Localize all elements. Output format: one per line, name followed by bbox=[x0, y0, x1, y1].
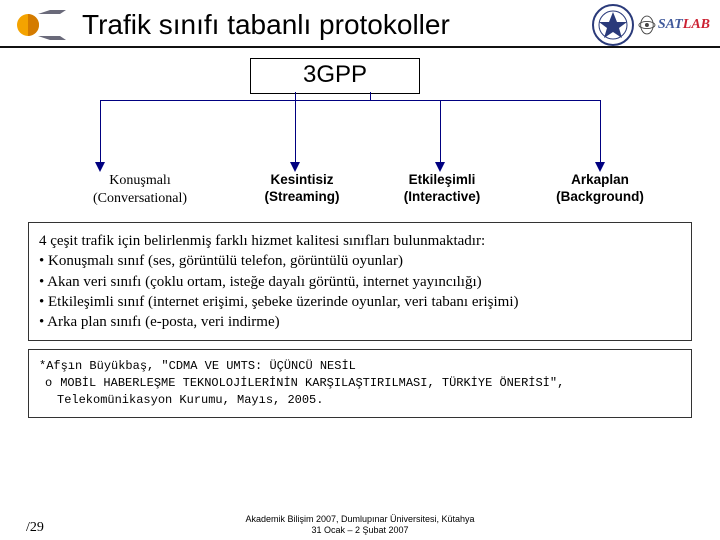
footer-line2: 31 Ocak – 2 Şubat 2007 bbox=[120, 525, 600, 536]
tree-hline bbox=[100, 100, 600, 101]
description-intro: 4 çeşit trafik için belirlenmiş farklı h… bbox=[39, 231, 681, 251]
page-number: /29 bbox=[0, 520, 120, 536]
ref-author: Afşın Büyükbaş, bbox=[46, 359, 161, 373]
root-node-3gpp: 3GPP bbox=[250, 58, 420, 94]
arrowhead-icon bbox=[95, 162, 105, 172]
satlab-logo: SATLAB bbox=[638, 10, 710, 40]
page-title: Trafik sınıfı tabanlı protokoller bbox=[78, 9, 592, 41]
leaf-line2: (Conversational) bbox=[60, 190, 220, 208]
tree-arrow-line bbox=[440, 100, 441, 162]
arrowhead-icon bbox=[435, 162, 445, 172]
description-bullet: • Akan veri sınıfı (çoklu ortam, isteğe … bbox=[39, 272, 681, 292]
leaf-line1: Etkileşimli bbox=[382, 172, 502, 189]
header: Trafik sınıfı tabanlı protokoller SATLAB bbox=[0, 0, 720, 48]
university-seal-icon bbox=[592, 4, 634, 46]
description-box: 4 çeşit trafik için belirlenmiş farklı h… bbox=[28, 222, 692, 341]
leaf-line2: (Background) bbox=[530, 189, 670, 206]
satlab-lab: LAB bbox=[683, 17, 710, 33]
ref-cont: MOBİL HABERLEŞME TEKNOLOJİLERİNİN KARŞIL… bbox=[57, 376, 564, 407]
tree-arrow-line bbox=[600, 100, 601, 162]
footer-line1: Akademik Bilişim 2007, Dumlupınar Üniver… bbox=[120, 514, 600, 525]
conference-footer: Akademik Bilişim 2007, Dumlupınar Üniver… bbox=[120, 514, 600, 536]
leaf-line2: (Interactive) bbox=[382, 189, 502, 206]
tree-leaf: Etkileşimli(Interactive) bbox=[382, 172, 502, 206]
description-bullet: • Konuşmalı sınıf (ses, görüntülü telefo… bbox=[39, 251, 681, 271]
description-bullet: • Etkileşimli sınıf (internet erişimi, ş… bbox=[39, 292, 681, 312]
description-bullet: • Arka plan sınıfı (e-posta, veri indirm… bbox=[39, 312, 681, 332]
satlab-sat: SAT bbox=[658, 17, 683, 33]
ref-title: "CDMA VE UMTS: ÜÇÜNCÜ NESİL bbox=[161, 359, 355, 373]
arrowhead-icon bbox=[595, 162, 605, 172]
leaf-line1: Arkaplan bbox=[530, 172, 670, 189]
tree-stem bbox=[370, 92, 371, 100]
leaf-line1: Konuşmalı bbox=[60, 172, 220, 190]
arrowhead-icon bbox=[290, 162, 300, 172]
ref-bullet: o bbox=[45, 376, 60, 390]
tree-arrow-line bbox=[100, 100, 101, 162]
tree-leaf: Kesintisiz(Streaming) bbox=[242, 172, 362, 206]
leaf-line1: Kesintisiz bbox=[242, 172, 362, 189]
tree-leaf: Konuşmalı(Conversational) bbox=[60, 172, 220, 207]
diagram-3gpp-tree: 3GPP Konuşmalı(Conversational) Kesintisiz… bbox=[0, 56, 720, 216]
reference-box: *Afşın Büyükbaş, "CDMA VE UMTS: ÜÇÜNCÜ N… bbox=[28, 349, 692, 417]
tree-stem bbox=[295, 92, 296, 100]
leftmost-logo bbox=[10, 8, 70, 42]
footer: /29 Akademik Bilişim 2007, Dumlupınar Ün… bbox=[0, 514, 720, 536]
leaf-line2: (Streaming) bbox=[242, 189, 362, 206]
tree-arrow-line bbox=[295, 100, 296, 162]
tree-leaf: Arkaplan(Background) bbox=[530, 172, 670, 206]
